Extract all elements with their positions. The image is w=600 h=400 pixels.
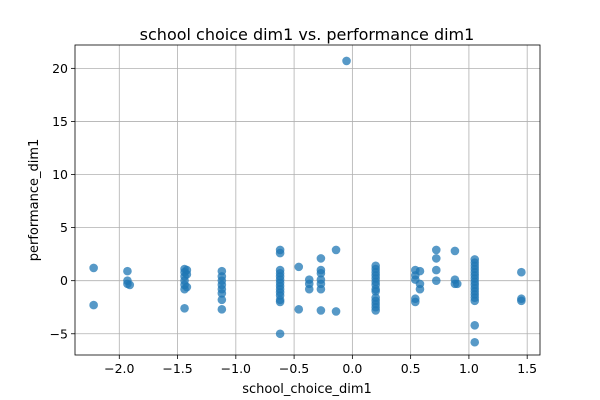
x-tick-label: −0.5 [279, 361, 309, 376]
data-point [294, 262, 304, 272]
grid [75, 45, 540, 355]
data-point [415, 284, 425, 294]
data-point [371, 287, 380, 296]
x-axis-label: school_choice_dim1 [242, 382, 372, 397]
data-point [275, 248, 285, 258]
y-tick-label: 5 [60, 220, 68, 235]
plot-frame [74, 44, 541, 356]
data-points [89, 56, 526, 347]
data-point [431, 276, 441, 285]
data-point [123, 266, 132, 276]
data-point [275, 297, 285, 307]
x-tick-label: −1.5 [162, 361, 192, 376]
data-point [294, 305, 304, 314]
data-point [411, 297, 420, 307]
y-axis-ticks: −5 0 5 10 15 20 [50, 61, 75, 341]
data-point [470, 320, 480, 330]
data-point [470, 337, 480, 347]
y-tick-label: 10 [52, 167, 68, 182]
data-point [431, 245, 441, 255]
data-point [182, 282, 192, 292]
data-point [450, 246, 460, 256]
data-point [415, 266, 425, 276]
data-point [517, 296, 526, 306]
y-tick-label: 15 [52, 114, 68, 129]
data-point [342, 56, 351, 66]
data-point [316, 284, 326, 294]
data-point [275, 329, 285, 339]
x-axis-ticks: −2.0 −1.5 −1.0 −0.5 0.0 0.5 1.0 1.5 [104, 355, 537, 376]
data-point [182, 270, 192, 279]
data-point [89, 263, 98, 273]
data-point [316, 254, 326, 263]
data-point [217, 289, 227, 298]
x-tick-label: −2.0 [104, 361, 134, 376]
data-point [517, 267, 526, 277]
data-point [217, 295, 227, 305]
data-point [431, 265, 441, 275]
x-tick-label: −1.0 [221, 361, 251, 376]
data-point [452, 279, 462, 289]
data-point [89, 300, 98, 310]
data-point [331, 307, 341, 316]
y-tick-label: 20 [52, 61, 68, 76]
data-point [316, 268, 326, 278]
x-tick-label: 0.0 [342, 361, 362, 376]
y-axis-label: performance_dim1 [27, 139, 42, 262]
data-point [217, 305, 227, 314]
y-tick-label: 0 [60, 273, 68, 288]
data-point [180, 303, 189, 313]
data-point [316, 306, 326, 315]
data-point [304, 284, 314, 294]
data-point [371, 306, 380, 315]
chart-title: school choice dim1 vs. performance dim1 [140, 25, 475, 44]
x-tick-label: 1.5 [517, 361, 537, 376]
data-point [470, 296, 480, 306]
data-point [431, 254, 441, 263]
data-point [125, 280, 135, 290]
x-tick-label: 1.0 [459, 361, 479, 376]
data-point [331, 245, 341, 255]
x-tick-label: 0.5 [401, 361, 421, 376]
y-tick-label: −5 [50, 326, 68, 341]
